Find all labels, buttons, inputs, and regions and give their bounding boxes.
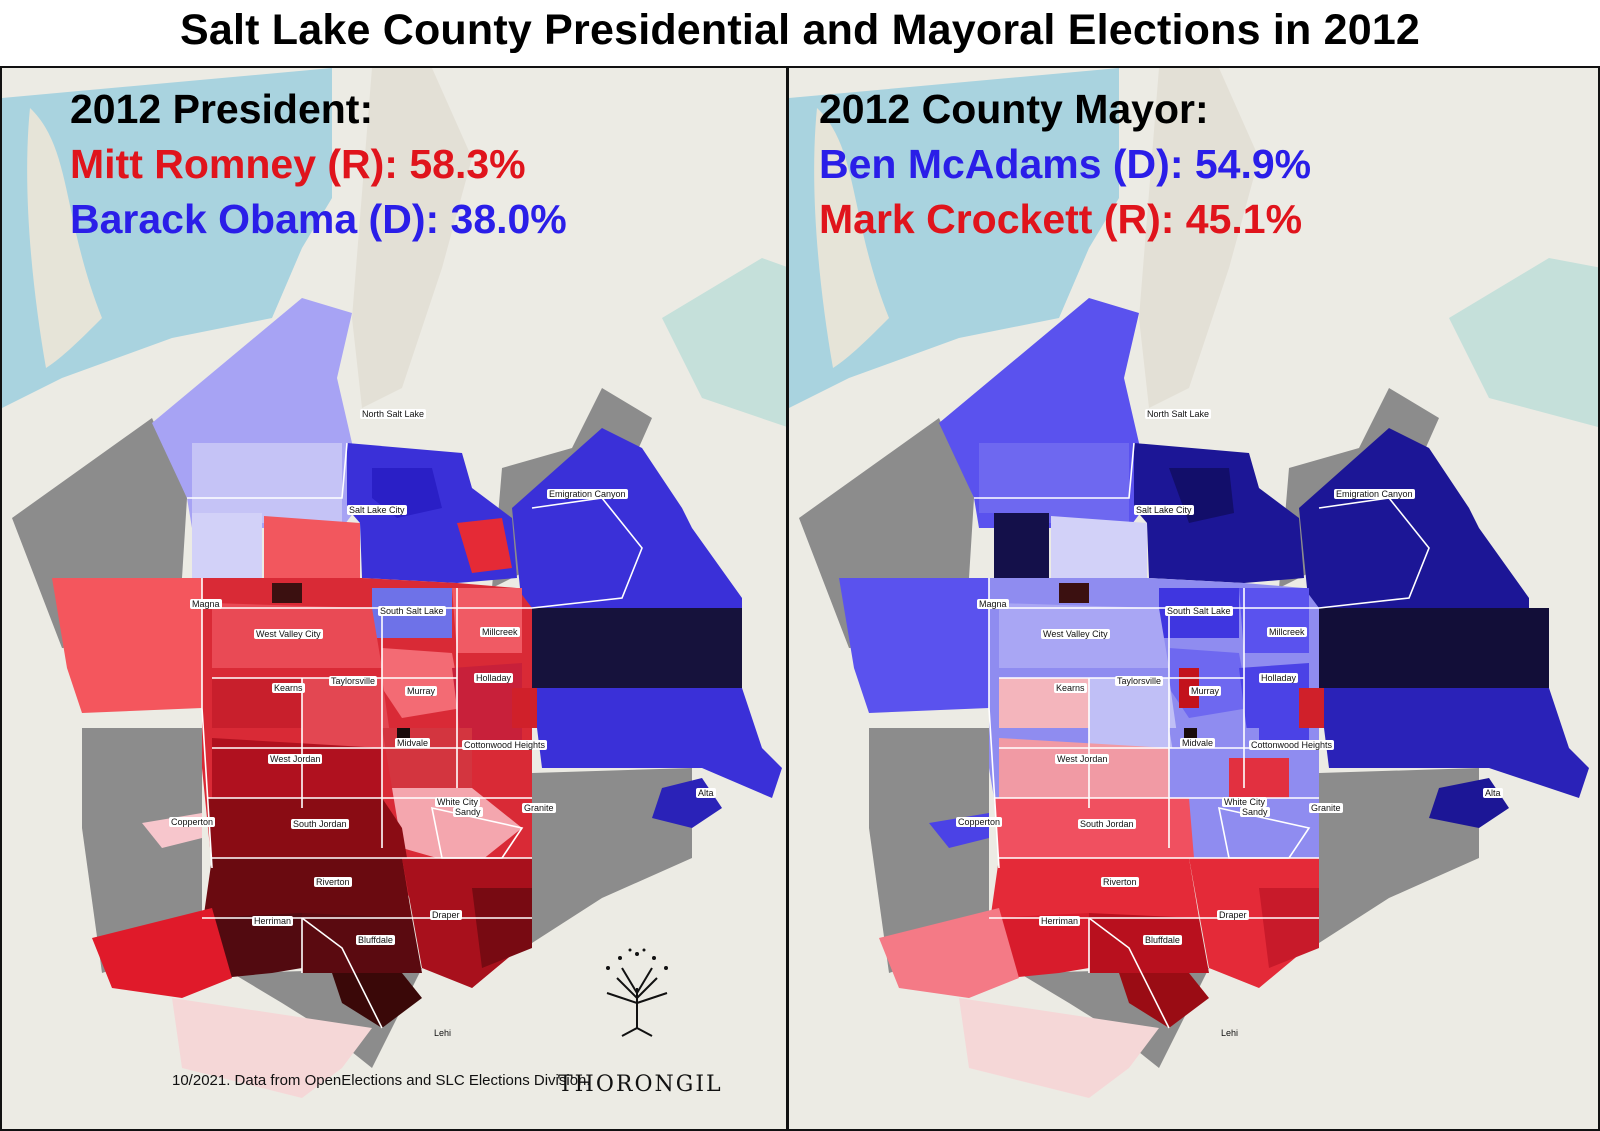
place-herriman: Herriman [252, 916, 294, 926]
place-alta: Alta [1483, 788, 1503, 798]
place-midvale: Midvale [1180, 738, 1216, 748]
place-murray: Murray [1189, 686, 1222, 696]
crockett-result: Mark Crockett (R): 45.1% [819, 196, 1303, 242]
romney-result: Mitt Romney (R): 58.3% [70, 141, 526, 187]
place-lehi: Lehi [434, 1028, 452, 1038]
place-south-salt-lake: South Salt Lake [1165, 606, 1233, 616]
place-millcreek: Millcreek [480, 627, 520, 637]
place-alta: Alta [696, 788, 716, 798]
place-salt-lake-city: Salt Lake City [1134, 505, 1194, 515]
place-holladay: Holladay [1259, 673, 1299, 683]
place-bluffdale: Bluffdale [1143, 935, 1182, 945]
place-millcreek: Millcreek [1267, 627, 1307, 637]
place-bluffdale: Bluffdale [356, 935, 395, 945]
data-credit: 10/2021. Data from OpenElections and SLC… [172, 1072, 591, 1089]
place-cottonwood-heights: Cottonwood Heights [462, 740, 548, 750]
place-south-jordan: South Jordan [291, 819, 349, 829]
place-white-city: White City [435, 797, 481, 807]
place-magna: Magna [977, 599, 1009, 609]
place-granite: Granite [522, 803, 556, 813]
place-copperton: Copperton [169, 817, 216, 827]
place-taylorsville: Taylorsville [1115, 676, 1164, 686]
mayor-map [789, 68, 1598, 1129]
place-kearns: Kearns [1054, 683, 1087, 693]
place-herriman: Herriman [1039, 916, 1081, 926]
place-lehi: Lehi [1221, 1028, 1239, 1038]
place-west-valley-city: West Valley City [1041, 629, 1110, 639]
obama-result: Barack Obama (D): 38.0% [70, 196, 567, 242]
place-riverton: Riverton [1101, 877, 1139, 887]
place-west-jordan: West Jordan [268, 754, 323, 764]
place-sandy: Sandy [1240, 807, 1270, 817]
place-magna: Magna [190, 599, 222, 609]
place-south-jordan: South Jordan [1078, 819, 1136, 829]
place-copperton: Copperton [956, 817, 1003, 827]
place-riverton: Riverton [314, 877, 352, 887]
president-heading: 2012 President: [70, 86, 374, 132]
page-title: Salt Lake County Presidential and Mayora… [179, 6, 1421, 54]
place-west-jordan: West Jordan [1055, 754, 1110, 764]
place-draper: Draper [430, 910, 462, 920]
antelope-island [27, 108, 103, 368]
place-murray: Murray [405, 686, 438, 696]
president-map [2, 68, 786, 1129]
place-holladay: Holladay [474, 673, 514, 683]
mcadams-result: Ben McAdams (D): 54.9% [819, 141, 1312, 187]
place-kearns: Kearns [272, 683, 305, 693]
place-white-city: White City [1222, 797, 1268, 807]
place-draper: Draper [1217, 910, 1249, 920]
place-midvale: Midvale [395, 738, 431, 748]
place-sandy: Sandy [453, 807, 483, 817]
place-cottonwood-heights: Cottonwood Heights [1249, 740, 1335, 750]
place-taylorsville: Taylorsville [329, 676, 378, 686]
place-west-valley-city: West Valley City [254, 629, 323, 639]
mayor-heading: 2012 County Mayor: [819, 86, 1209, 132]
place-salt-lake-city: Salt Lake City [347, 505, 407, 515]
place-north-salt-lake: North Salt Lake [360, 409, 427, 419]
place-emigration-canyon: Emigration Canyon [1334, 489, 1415, 499]
president-map-panel: 2012 President: Mitt Romney (R): 58.3% B… [0, 66, 788, 1131]
place-emigration-canyon: Emigration Canyon [547, 489, 628, 499]
mayor-map-panel: 2012 County Mayor: Ben McAdams (D): 54.9… [787, 66, 1600, 1131]
place-granite: Granite [1309, 803, 1343, 813]
place-north-salt-lake: North Salt Lake [1145, 409, 1212, 419]
tree-logo-icon [606, 948, 668, 1037]
logo-wordmark: THORONGIL [558, 1072, 723, 1097]
place-south-salt-lake: South Salt Lake [378, 606, 446, 616]
